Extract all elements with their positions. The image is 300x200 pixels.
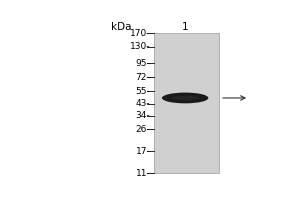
- Text: 55-: 55-: [136, 87, 150, 96]
- Text: 1: 1: [182, 22, 188, 32]
- Ellipse shape: [162, 93, 208, 103]
- Text: 43-: 43-: [136, 99, 150, 108]
- Text: 72-: 72-: [136, 73, 150, 82]
- Text: kDa: kDa: [111, 22, 131, 32]
- Text: 130-: 130-: [130, 42, 150, 51]
- Text: 95-: 95-: [136, 59, 150, 68]
- Ellipse shape: [171, 96, 199, 100]
- Text: 34-: 34-: [136, 111, 150, 120]
- Text: 17-: 17-: [136, 147, 150, 156]
- Text: 11-: 11-: [136, 169, 150, 178]
- Text: 170-: 170-: [130, 29, 150, 38]
- Bar: [154, 33, 219, 173]
- Text: 26-: 26-: [136, 125, 150, 134]
